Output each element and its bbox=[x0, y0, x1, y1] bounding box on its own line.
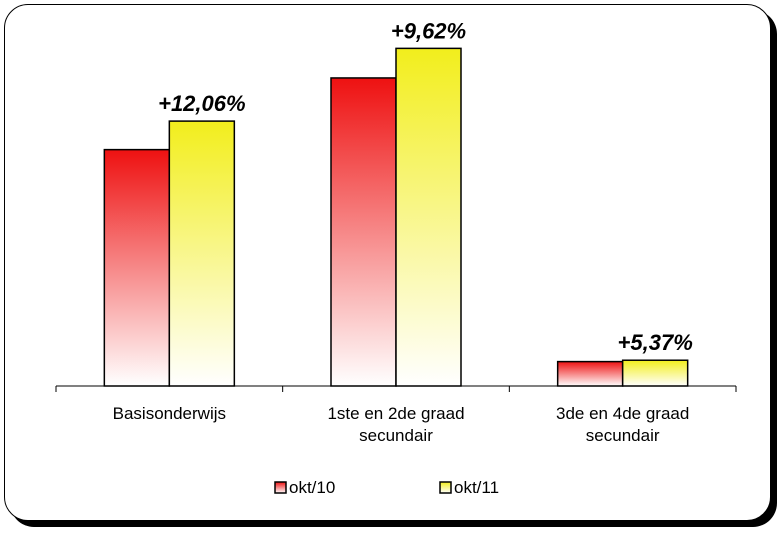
category-label-1: secundair bbox=[359, 426, 433, 445]
bar-okt-11-1 bbox=[395, 47, 462, 387]
legend-swatch bbox=[274, 481, 287, 494]
bar-okt-10-0 bbox=[103, 148, 171, 387]
legend-item-1: okt/11 bbox=[439, 478, 499, 497]
bar-okt-10-1 bbox=[330, 77, 397, 387]
bar-okt-11-2 bbox=[621, 359, 689, 387]
data-label-2: +5,37% bbox=[618, 330, 693, 355]
data-label-1: +9,62% bbox=[391, 18, 466, 43]
category-label-2: secundair bbox=[586, 426, 660, 445]
category-label-2: 3de en 4de graad bbox=[556, 404, 689, 423]
bar-okt-11-0 bbox=[168, 120, 236, 387]
bar-okt-10-2 bbox=[556, 360, 624, 387]
legend-swatch bbox=[439, 481, 452, 494]
legend-label: okt/11 bbox=[454, 478, 499, 497]
legend-item-0: okt/10 bbox=[274, 478, 335, 497]
legend-label: okt/10 bbox=[289, 478, 335, 497]
data-label-0: +12,06% bbox=[158, 91, 245, 116]
category-label-1: 1ste en 2de graad bbox=[327, 404, 464, 423]
category-label-0: Basisonderwijs bbox=[113, 404, 226, 423]
